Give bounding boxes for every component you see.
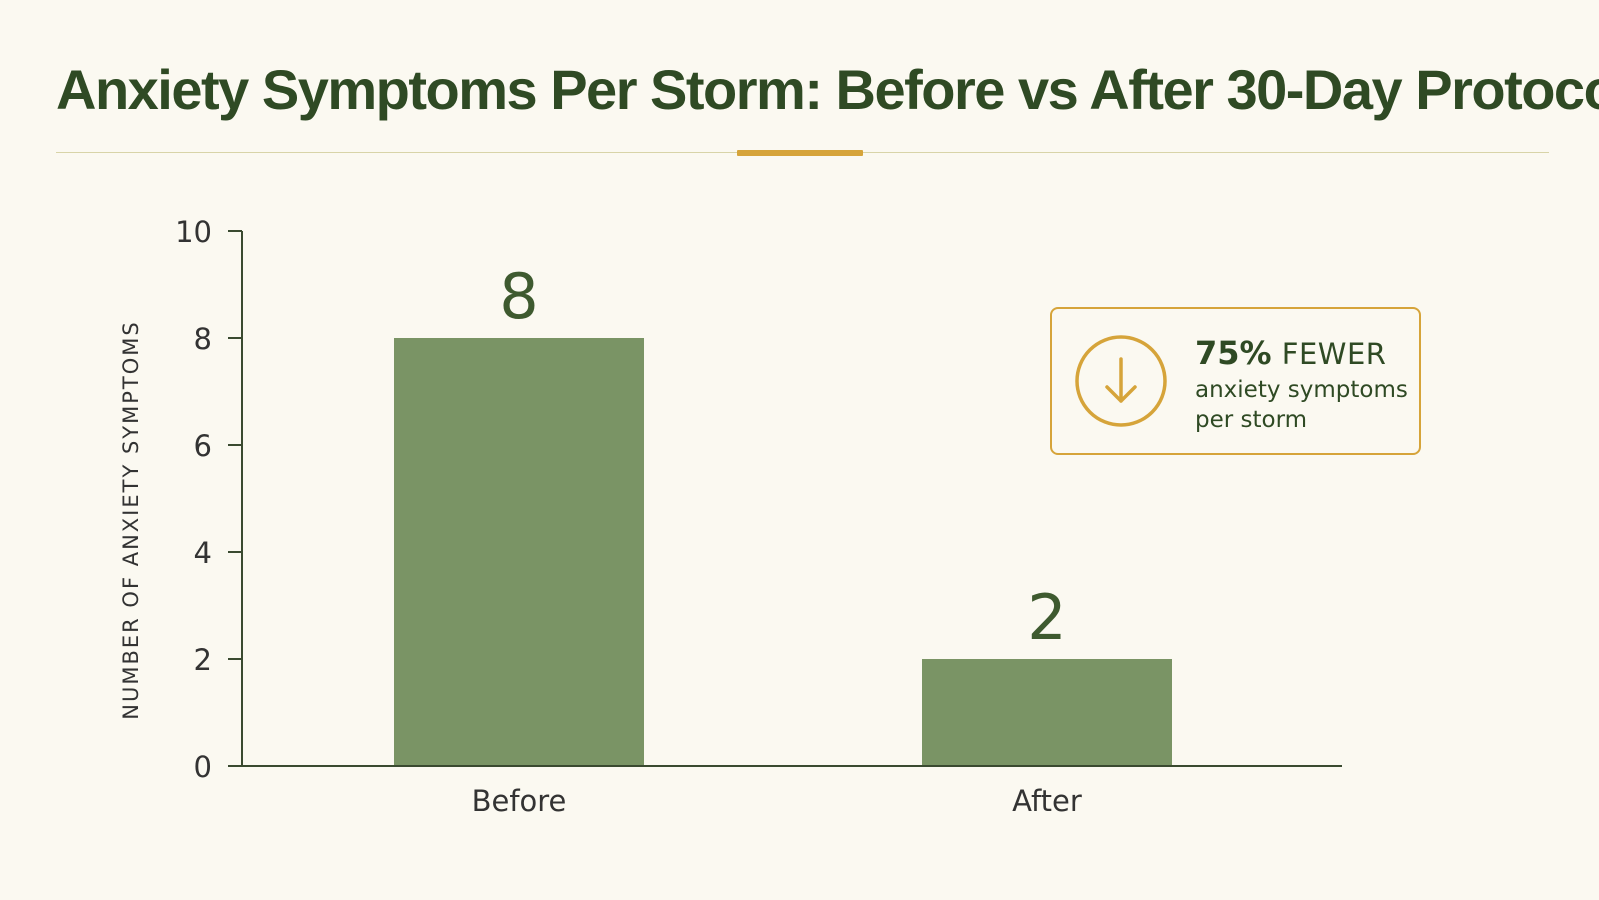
y-tick-label: 4 <box>194 536 212 570</box>
y-tick-label: 8 <box>194 322 212 356</box>
title-accent-bar <box>737 150 863 156</box>
x-label-before: Before <box>472 784 567 818</box>
arrow-down-circle-icon <box>1075 335 1167 427</box>
callout-subtext: anxiety symptoms per storm <box>1195 377 1408 433</box>
reduction-callout: 75% FEWER anxiety symptoms per storm <box>1050 307 1421 455</box>
y-tick-label: 6 <box>194 429 212 463</box>
chart-title: Anxiety Symptoms Per Storm: Before vs Af… <box>56 58 1599 121</box>
bars <box>394 338 1172 766</box>
axes <box>241 231 1342 767</box>
y-ticks: 0 2 4 6 8 10 <box>175 215 242 784</box>
value-labels: 82 <box>499 260 1066 654</box>
bar-before <box>394 338 644 766</box>
x-label-after: After <box>1012 784 1082 818</box>
value-label-after: 2 <box>1027 581 1066 654</box>
y-tick-label: 2 <box>194 643 212 677</box>
y-tick-label: 0 <box>194 750 212 784</box>
callout-headline: 75% FEWER <box>1195 333 1386 374</box>
x-category-labels: Before After <box>472 784 1082 818</box>
y-axis-title: NUMBER OF ANXIETY SYMPTOMS <box>119 320 143 719</box>
callout-word: FEWER <box>1281 337 1387 371</box>
y-tick-label: 10 <box>175 215 212 249</box>
value-label-before: 8 <box>499 260 538 333</box>
callout-figure: 75% <box>1195 334 1272 372</box>
bar-after <box>922 659 1172 766</box>
